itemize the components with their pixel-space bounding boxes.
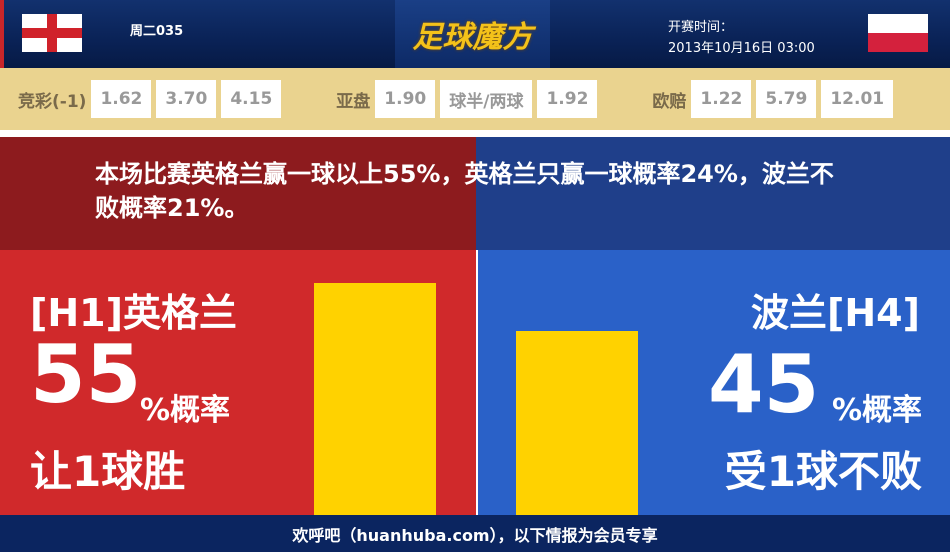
euro-label: 欧赔 <box>652 91 687 112</box>
asian-line: 球半/两球 <box>440 80 533 118</box>
jc-odd: 4.15 <box>221 80 282 118</box>
logo: 足球魔方 <box>395 0 550 68</box>
away-probability-bar <box>516 330 638 515</box>
poland-flag-icon <box>868 14 928 52</box>
away-outcome: 受1球不败 <box>724 447 922 496</box>
analysis-band: 本场比赛英格兰赢一球以上55%，英格兰只赢一球概率24%，波兰不败概率21%。 <box>0 137 950 250</box>
kickoff-label: 开赛时间： <box>668 20 734 35</box>
away-panel: 波兰[H4] 45 %概率 受1球不败 <box>476 250 950 515</box>
away-pct-suffix: %概率 <box>831 393 922 428</box>
home-team: [H1]英格兰 <box>30 291 237 335</box>
euro-odd: 12.01 <box>821 80 894 118</box>
away-pct: 45 <box>708 338 820 431</box>
home-pct-suffix: %概率 <box>140 393 231 428</box>
home-pct: 55 <box>30 328 142 421</box>
jc-label: 竞彩(-1) <box>18 91 87 112</box>
kickoff-time: 2013年10月16日 03:00 <box>668 41 815 56</box>
footer: 欢呼吧（huanhuba.com），以下情报为会员专享 <box>0 515 950 552</box>
home-probability-bar <box>314 283 436 515</box>
home-outcome: 让1球胜 <box>30 447 186 496</box>
euro-odd: 5.79 <box>756 80 817 118</box>
home-panel: [H1]英格兰 55 %概率 让1球胜 <box>0 250 476 515</box>
england-flag-icon <box>22 14 82 52</box>
jc-odd: 1.62 <box>91 80 152 118</box>
asian-odd: 1.90 <box>375 80 436 118</box>
match-number: 周二035 <box>130 24 184 39</box>
euro-odd: 1.22 <box>691 80 752 118</box>
asian-odd: 1.92 <box>537 80 598 118</box>
jc-odd: 3.70 <box>156 80 217 118</box>
odds-bar: 竞彩(-1) 1.62 3.70 4.15 亚盘 1.90 球半/两球 1.92… <box>0 68 950 130</box>
asian-label: 亚盘 <box>336 91 371 112</box>
away-team: 波兰[H4] <box>751 291 920 335</box>
analysis-text: 本场比赛英格兰赢一球以上55%，英格兰只赢一球概率24%，波兰不败概率21%。 <box>95 160 834 222</box>
